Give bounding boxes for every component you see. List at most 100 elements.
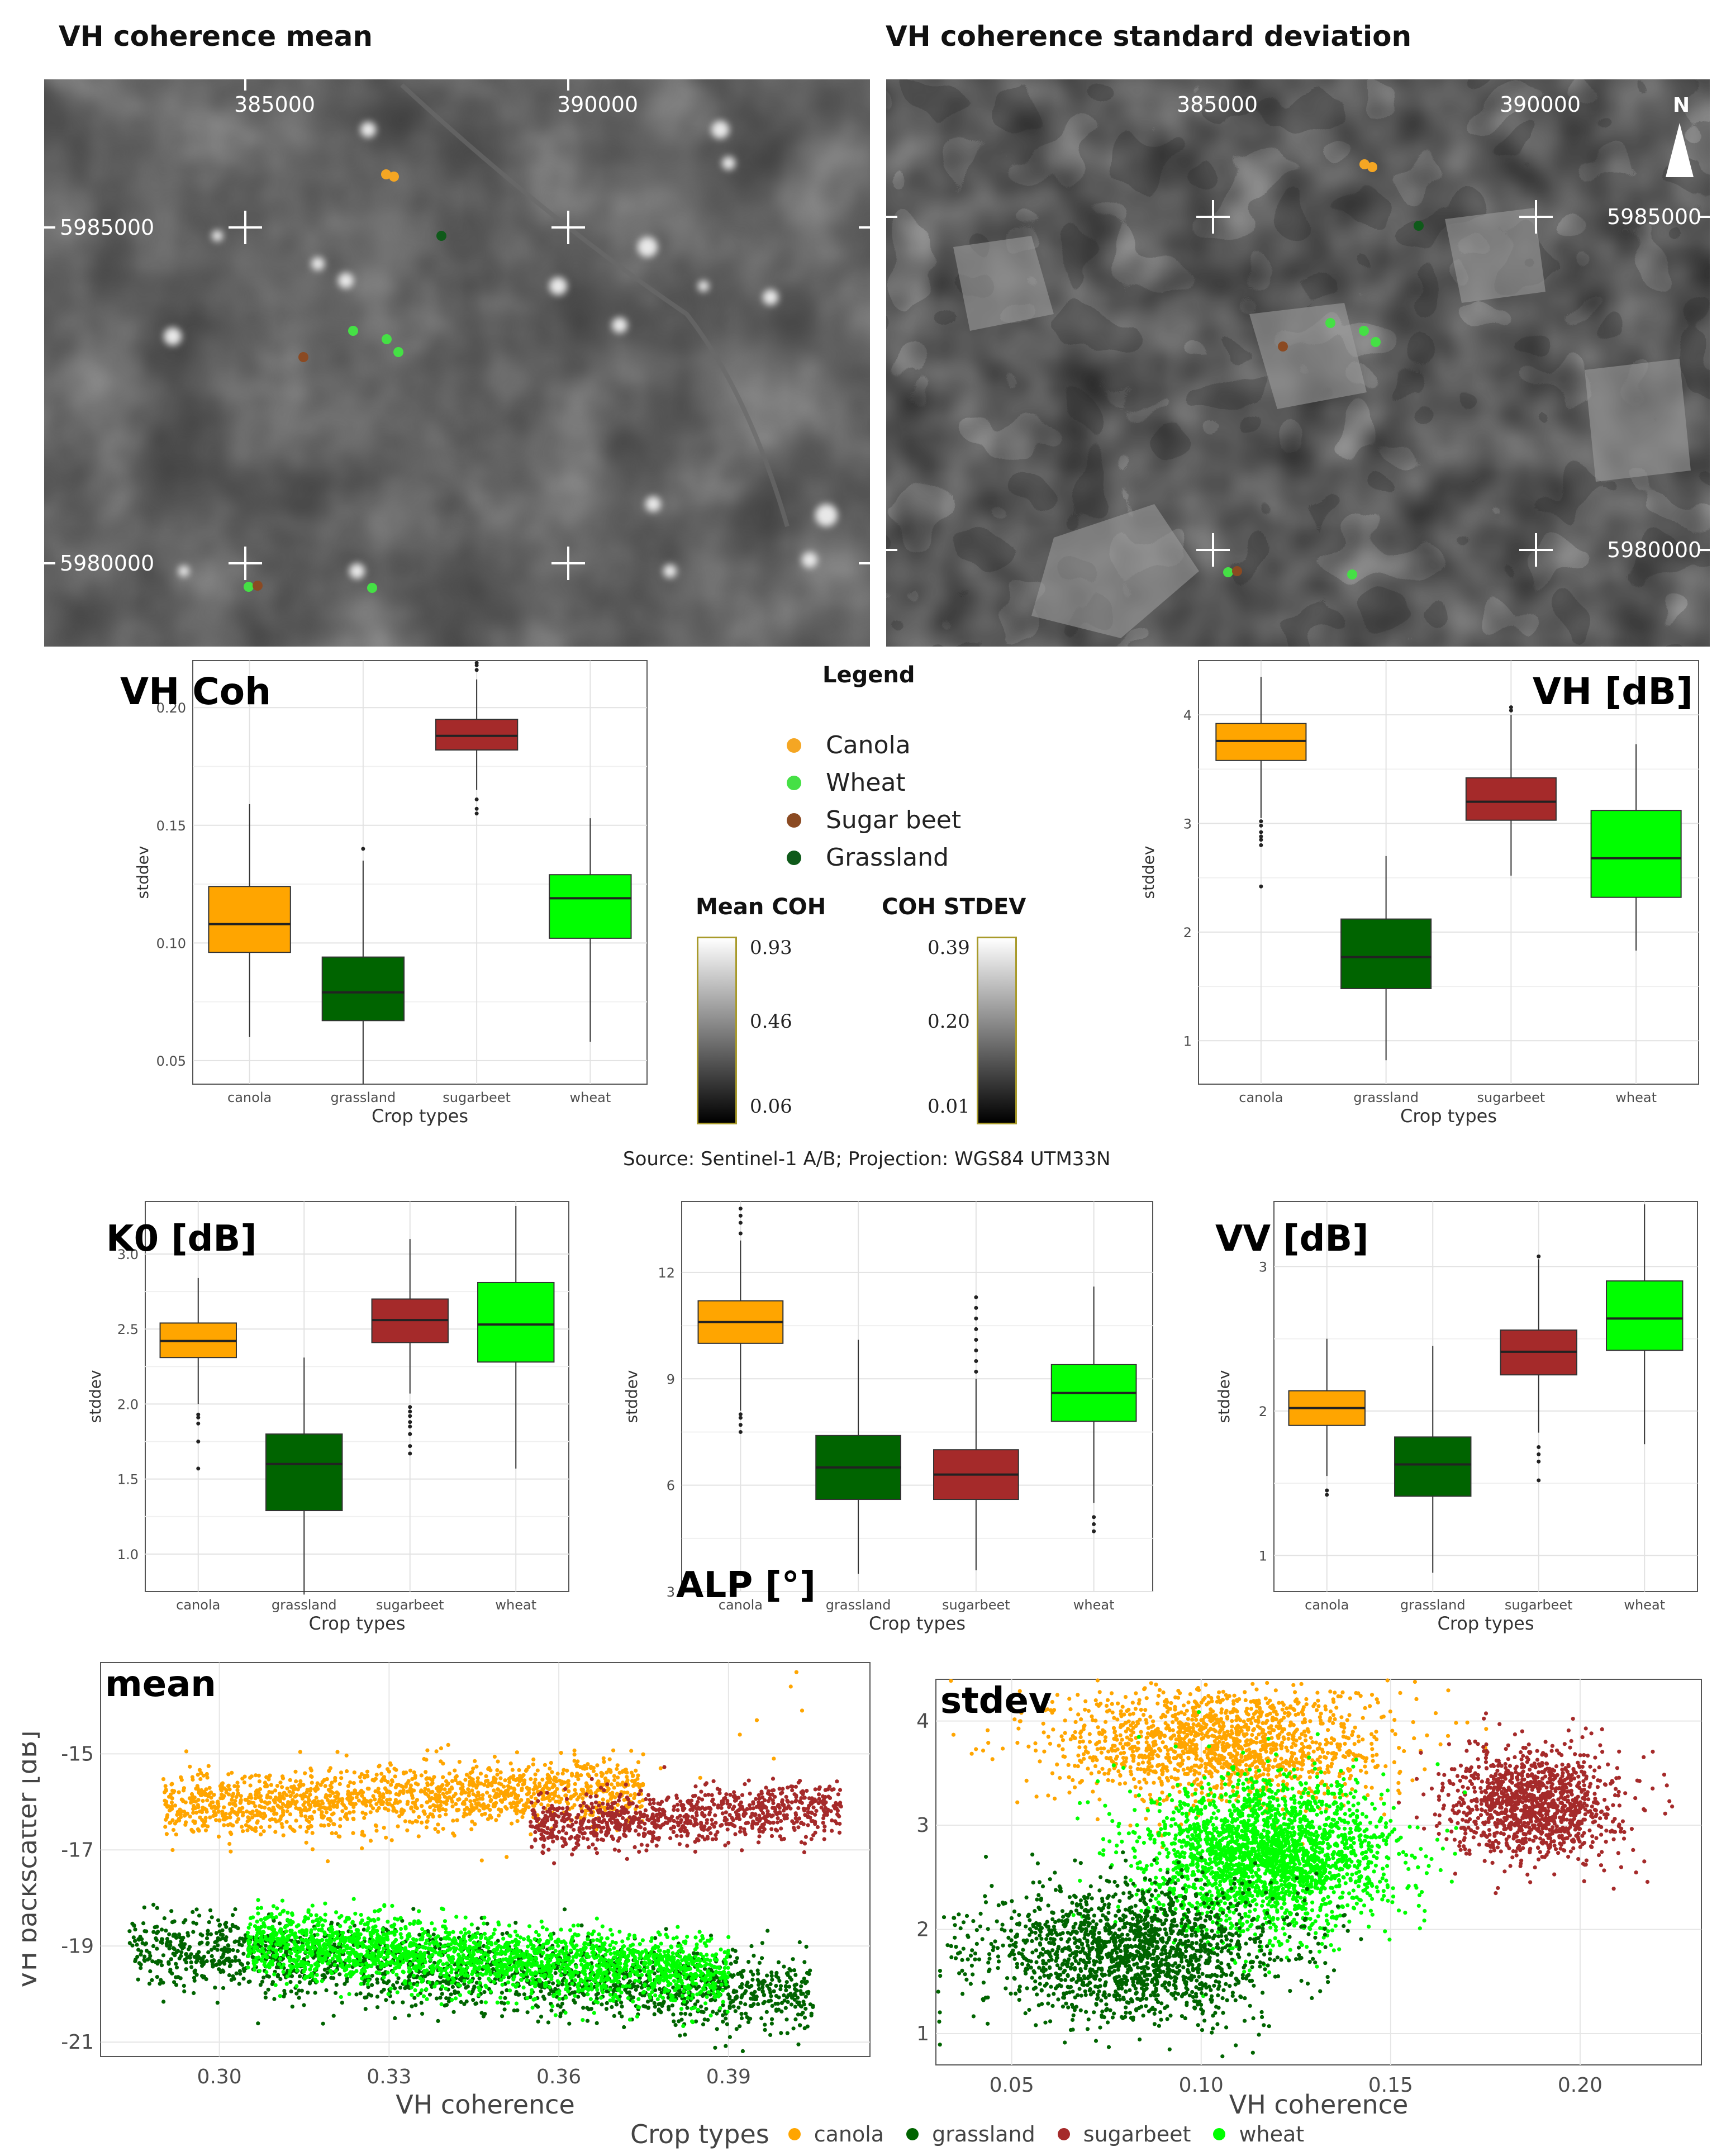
canola-point: [381, 169, 391, 179]
data-point: [638, 1825, 643, 1830]
data-point: [344, 1753, 349, 1758]
data-point: [278, 1780, 283, 1785]
data-point: [471, 1792, 475, 1797]
data-point: [671, 2012, 676, 2017]
data-point: [436, 1785, 441, 1789]
data-point: [234, 1795, 239, 1799]
data-point: [196, 1803, 200, 1807]
data-point: [655, 1997, 660, 2002]
data-point: [257, 1804, 262, 1808]
data-point: [394, 1783, 399, 1787]
data-point: [589, 1777, 594, 1781]
data-point: [466, 1787, 470, 1792]
data-point: [572, 1759, 577, 1763]
data-point: [286, 1801, 291, 1806]
data-point: [303, 1800, 307, 1804]
data-point: [733, 2009, 738, 2013]
data-point: [755, 1968, 760, 1973]
data-point: [637, 1850, 641, 1854]
data-point: [537, 1828, 541, 1832]
data-point: [227, 1787, 232, 1792]
data-point: [577, 1834, 581, 1839]
data-point: [727, 1813, 732, 1817]
data-point: [608, 1797, 613, 1801]
data-point: [316, 1799, 321, 1804]
data-point: [377, 1763, 382, 1768]
chart-title: VH [dB]: [1533, 670, 1693, 713]
data-point: [822, 1824, 827, 1829]
data-point: [576, 1974, 581, 1978]
outlier-point: [1259, 843, 1263, 847]
data-point: [612, 2013, 616, 2018]
data-point: [744, 1821, 748, 1826]
data-point: [198, 1815, 202, 1820]
data-point: [635, 1984, 640, 1989]
data-point: [533, 1830, 538, 1835]
data-point: [280, 1802, 286, 1806]
data-point: [246, 1824, 251, 1829]
x-tick-label: wheat: [495, 1597, 536, 1613]
data-point: [470, 1820, 474, 1824]
data-point: [637, 1816, 641, 1821]
y-tick-label: 4: [1183, 707, 1192, 723]
data-point: [529, 1832, 533, 1836]
data-point: [685, 1844, 689, 1848]
data-point: [379, 1989, 384, 1994]
outlier-point: [361, 847, 365, 851]
data-point: [774, 1974, 778, 1978]
data-point: [769, 1974, 774, 1978]
data-point: [502, 1797, 507, 1801]
data-point: [479, 2000, 484, 2004]
data-point: [734, 1989, 739, 1994]
data-point: [509, 1805, 513, 1810]
data-point: [443, 1794, 447, 1799]
data-point: [733, 1798, 738, 1803]
data-point: [584, 1766, 589, 1770]
data-point: [361, 1799, 366, 1804]
data-point: [570, 1772, 574, 1776]
data-point: [762, 1993, 766, 1997]
coh-stdev-min: 0.01: [928, 1095, 970, 1118]
data-point: [788, 1684, 793, 1689]
data-point: [456, 1807, 461, 1812]
data-point: [581, 2006, 586, 2010]
data-point: [217, 1922, 222, 1927]
data-point: [541, 1787, 545, 1792]
data-point: [233, 1955, 237, 1959]
data-point: [770, 2003, 774, 2008]
data-point: [186, 1934, 191, 1938]
data-point: [426, 1950, 430, 1955]
x-tick-label: 0.39: [706, 2065, 751, 2088]
data-point: [471, 1766, 475, 1771]
data-point: [779, 1837, 784, 1841]
data-point: [724, 1810, 728, 1815]
data-point: [405, 1828, 410, 1832]
data-point: [796, 1806, 801, 1811]
data-point: [441, 1979, 446, 1983]
data-point: [266, 1987, 270, 1992]
data-point: [645, 1843, 650, 1848]
data-point: [601, 1838, 606, 1842]
data-point: [760, 1795, 765, 1799]
data-point: [156, 1930, 160, 1934]
data-point: [610, 1804, 614, 1809]
data-point: [264, 1775, 269, 1779]
data-point: [759, 1802, 764, 1807]
data-point: [491, 1804, 496, 1808]
data-point: [527, 1791, 531, 1795]
data-point: [658, 1987, 662, 1991]
data-point: [515, 1796, 520, 1801]
data-point: [505, 1806, 509, 1811]
outlier-point: [1537, 1445, 1541, 1449]
data-point: [803, 1835, 808, 1839]
data-point: [220, 1784, 224, 1788]
data-point: [727, 1805, 731, 1810]
data-point: [553, 1790, 558, 1794]
data-point: [222, 1946, 227, 1950]
data-point: [259, 1825, 263, 1830]
data-point: [797, 2023, 802, 2027]
data-point: [363, 1995, 367, 2000]
data-point: [474, 1802, 478, 1806]
data-point: [772, 1788, 776, 1793]
data-point: [545, 1831, 550, 1835]
